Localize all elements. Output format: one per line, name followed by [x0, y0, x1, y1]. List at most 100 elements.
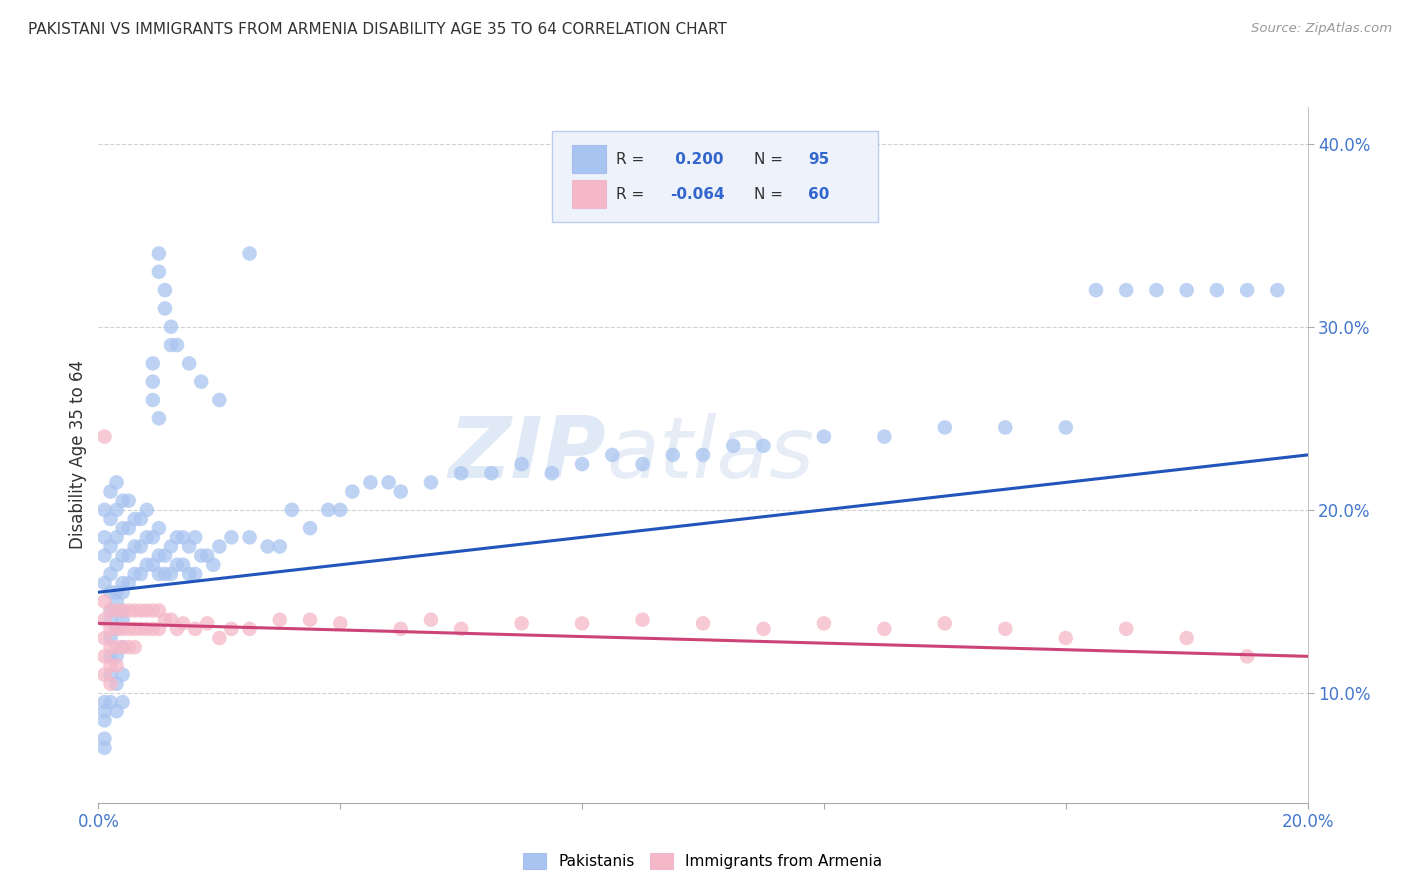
Point [124, 512, 146, 526]
Point [100, 603, 122, 617]
Point [105, 594, 128, 608]
Text: atlas: atlas [606, 413, 814, 497]
Point [377, 475, 399, 490]
Point [450, 467, 472, 481]
Point [329, 616, 352, 631]
Point [692, 448, 714, 462]
Point [118, 622, 141, 636]
Point [571, 457, 593, 471]
Point [111, 521, 134, 535]
Point [118, 521, 141, 535]
Point [571, 616, 593, 631]
Point [752, 622, 775, 636]
Point [124, 566, 146, 581]
Point [148, 603, 170, 617]
Point [202, 558, 225, 572]
Point [172, 530, 194, 544]
Point [93, 503, 115, 517]
Point [129, 512, 152, 526]
Text: 0.200: 0.200 [671, 152, 724, 167]
Point [160, 319, 183, 334]
Point [100, 540, 122, 554]
Point [692, 616, 714, 631]
Text: -0.064: -0.064 [671, 186, 725, 202]
Point [105, 658, 128, 673]
Point [135, 558, 157, 572]
Point [105, 677, 128, 691]
Point [994, 420, 1017, 434]
Point [93, 667, 115, 681]
Point [299, 521, 322, 535]
Point [148, 411, 170, 425]
Point [221, 622, 243, 636]
Point [100, 566, 122, 581]
Point [184, 566, 207, 581]
Point [93, 576, 115, 591]
Point [256, 540, 278, 554]
Point [100, 484, 122, 499]
Point [148, 549, 170, 563]
Point [105, 503, 128, 517]
Point [239, 530, 262, 544]
Point [105, 704, 128, 718]
Point [111, 667, 134, 681]
Point [111, 549, 134, 563]
Point [153, 301, 176, 316]
Point [148, 246, 170, 260]
Point [184, 622, 207, 636]
Point [142, 356, 165, 370]
Point [481, 467, 503, 481]
Point [100, 649, 122, 664]
Point [93, 695, 115, 709]
Point [93, 594, 115, 608]
Point [166, 558, 188, 572]
Point [994, 622, 1017, 636]
Point [269, 613, 291, 627]
Point [93, 613, 115, 627]
Point [118, 576, 141, 591]
Point [93, 731, 115, 746]
Point [129, 603, 152, 617]
Point [148, 265, 170, 279]
Point [124, 640, 146, 655]
Point [105, 475, 128, 490]
Point [100, 512, 122, 526]
Point [148, 622, 170, 636]
Point [135, 503, 157, 517]
Point [1206, 283, 1229, 297]
Point [105, 603, 128, 617]
Point [160, 540, 183, 554]
Point [148, 521, 170, 535]
Point [142, 530, 165, 544]
Point [111, 695, 134, 709]
Point [510, 457, 533, 471]
Point [1236, 649, 1258, 664]
Point [177, 566, 201, 581]
Point [93, 530, 115, 544]
Point [450, 622, 472, 636]
Point [316, 503, 339, 517]
Point [111, 640, 134, 655]
Point [239, 246, 262, 260]
Point [129, 540, 152, 554]
Point [752, 439, 775, 453]
Point [111, 603, 134, 617]
Point [153, 566, 176, 581]
Point [631, 457, 654, 471]
Point [208, 631, 231, 645]
Point [118, 493, 141, 508]
Point [208, 540, 231, 554]
Point [111, 576, 134, 591]
Point [111, 585, 134, 599]
Point [1054, 420, 1077, 434]
Point [124, 622, 146, 636]
Point [208, 392, 231, 407]
Point [135, 530, 157, 544]
Point [129, 566, 152, 581]
Point [389, 622, 412, 636]
Text: N =: N = [754, 152, 787, 167]
Point [93, 549, 115, 563]
Point [100, 640, 122, 655]
Point [1144, 283, 1167, 297]
Point [93, 714, 115, 728]
